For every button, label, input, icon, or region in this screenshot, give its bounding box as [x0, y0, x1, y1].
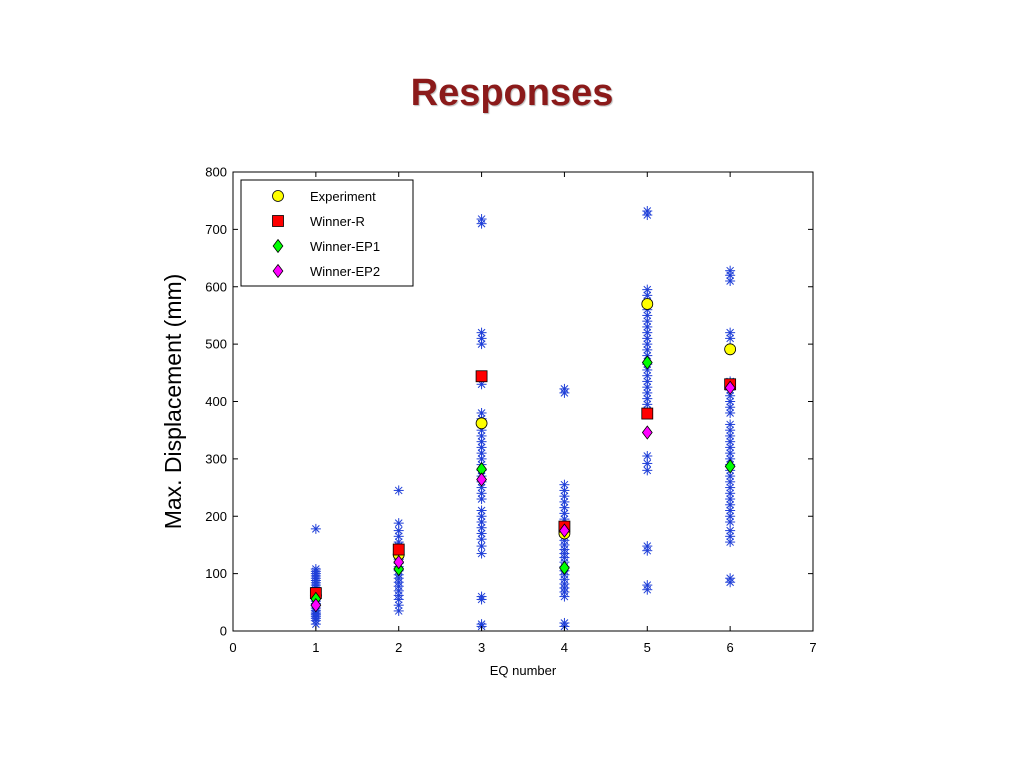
winner-ep1-point: [641, 355, 653, 370]
winner-r-point: [392, 543, 405, 556]
ensemble-point: [642, 458, 653, 469]
ensemble-point: [725, 499, 736, 510]
winner-ep2-point: [310, 598, 322, 613]
x-axis-label: EQ number: [490, 663, 557, 678]
ensemble-point: [725, 488, 736, 499]
ensemble-point: [642, 451, 653, 462]
winner-ep2-point: [559, 523, 570, 538]
ensemble-point: [476, 407, 487, 418]
experiment-point: [475, 417, 488, 430]
y-tick-label: 600: [205, 279, 227, 294]
experiment-point: [641, 298, 654, 310]
ensemble-point: [725, 419, 736, 430]
y-tick-label: 0: [220, 624, 227, 639]
ensemble-point: [725, 402, 736, 413]
legend-label: Winner-R: [310, 214, 365, 229]
ensemble-point: [476, 516, 487, 527]
ensemble-point: [476, 591, 487, 602]
y-tick-label: 700: [205, 222, 227, 237]
ensemble-point: [725, 265, 736, 276]
x-tick-label: 7: [809, 640, 816, 655]
ensemble-point: [393, 518, 404, 529]
series-layer: [309, 298, 737, 613]
ensemble-point: [642, 316, 653, 327]
y-tick-label: 800: [205, 165, 227, 180]
ensemble-point: [476, 327, 487, 338]
x-tick-label: 1: [312, 640, 319, 655]
x-tick-label: 6: [727, 640, 734, 655]
y-tick-label: 100: [205, 566, 227, 581]
y-tick-label: 400: [205, 394, 227, 409]
ensemble-point: [476, 488, 487, 499]
x-tick-label: 3: [478, 640, 485, 655]
ensemble-point: [559, 485, 570, 496]
winner-ep1-point: [724, 459, 736, 474]
legend-marker: [272, 190, 284, 202]
ensemble-point: [476, 442, 487, 453]
winner-r-point: [641, 407, 654, 420]
y-tick-label: 200: [205, 509, 227, 524]
y-tick-label: 500: [205, 337, 227, 352]
x-tick-label: 0: [229, 640, 236, 655]
ensemble-point: [725, 505, 736, 516]
legend-box: [240, 179, 414, 287]
ensemble-point: [559, 496, 570, 507]
y-tick-label: 300: [205, 451, 227, 466]
ensemble-point: [476, 430, 487, 441]
ensemble-point: [310, 523, 321, 534]
axes-layer: 0 1 2 3 4 5 6 7 0 100 200 300 400 500 600 700 800 EQ numb…: [160, 165, 817, 679]
ensemble-point: [642, 321, 653, 332]
legend: Experiment Winner-R Winner-EP1 Winner-EP2: [240, 179, 414, 287]
ensemble-point: [310, 564, 321, 575]
ensemble-point: [725, 531, 736, 542]
slide-title: Responses: [410, 72, 614, 114]
ensemble-point: [725, 442, 736, 453]
legend-marker: [272, 215, 284, 227]
ensemble-point: [642, 541, 653, 552]
legend-label: Experiment: [310, 189, 376, 204]
ensemble-point: [642, 206, 653, 217]
ensemble-point: [725, 327, 736, 338]
legend-label: Winner-EP2: [310, 264, 380, 279]
x-tick-label: 5: [644, 640, 651, 655]
ensemble-point: [642, 382, 653, 393]
x-tick-label: 4: [561, 640, 568, 655]
ensemble-point: [642, 284, 653, 295]
winner-ep2-point: [393, 554, 405, 570]
ensemble-point: [476, 214, 487, 225]
winner-ep1-point: [559, 560, 570, 576]
ensemble-point: [476, 511, 487, 522]
ensemble-point: [725, 573, 736, 584]
winner-ep2-point: [641, 425, 653, 440]
winner-r-point: [475, 370, 488, 383]
ensemble-point: [559, 383, 570, 394]
ensemble-point: [642, 344, 653, 355]
ensemble-point: [393, 485, 404, 496]
ensemble-point: [476, 528, 487, 539]
ensemble-point: [725, 525, 736, 536]
experiment-point: [724, 343, 737, 356]
ensemble-point: [559, 508, 570, 519]
legend-label: Winner-EP1: [310, 239, 380, 254]
legend-marker: [272, 238, 284, 254]
winner-ep2-point: [476, 472, 487, 487]
ensemble-point: [725, 333, 736, 344]
ensemble-point: [476, 541, 487, 552]
ensemble-point: [725, 516, 736, 527]
ensemble-point: [642, 310, 653, 321]
ensemble-point: [559, 479, 570, 490]
ensemble-point: [642, 580, 653, 591]
ensemble-point: [476, 505, 487, 516]
legend-marker: [272, 263, 284, 279]
y-axis-label: Max. Displacement (mm): [160, 274, 186, 530]
winner-ep2-point: [724, 380, 736, 395]
x-tick-label: 2: [395, 640, 402, 655]
ensemble-point: [642, 333, 653, 344]
